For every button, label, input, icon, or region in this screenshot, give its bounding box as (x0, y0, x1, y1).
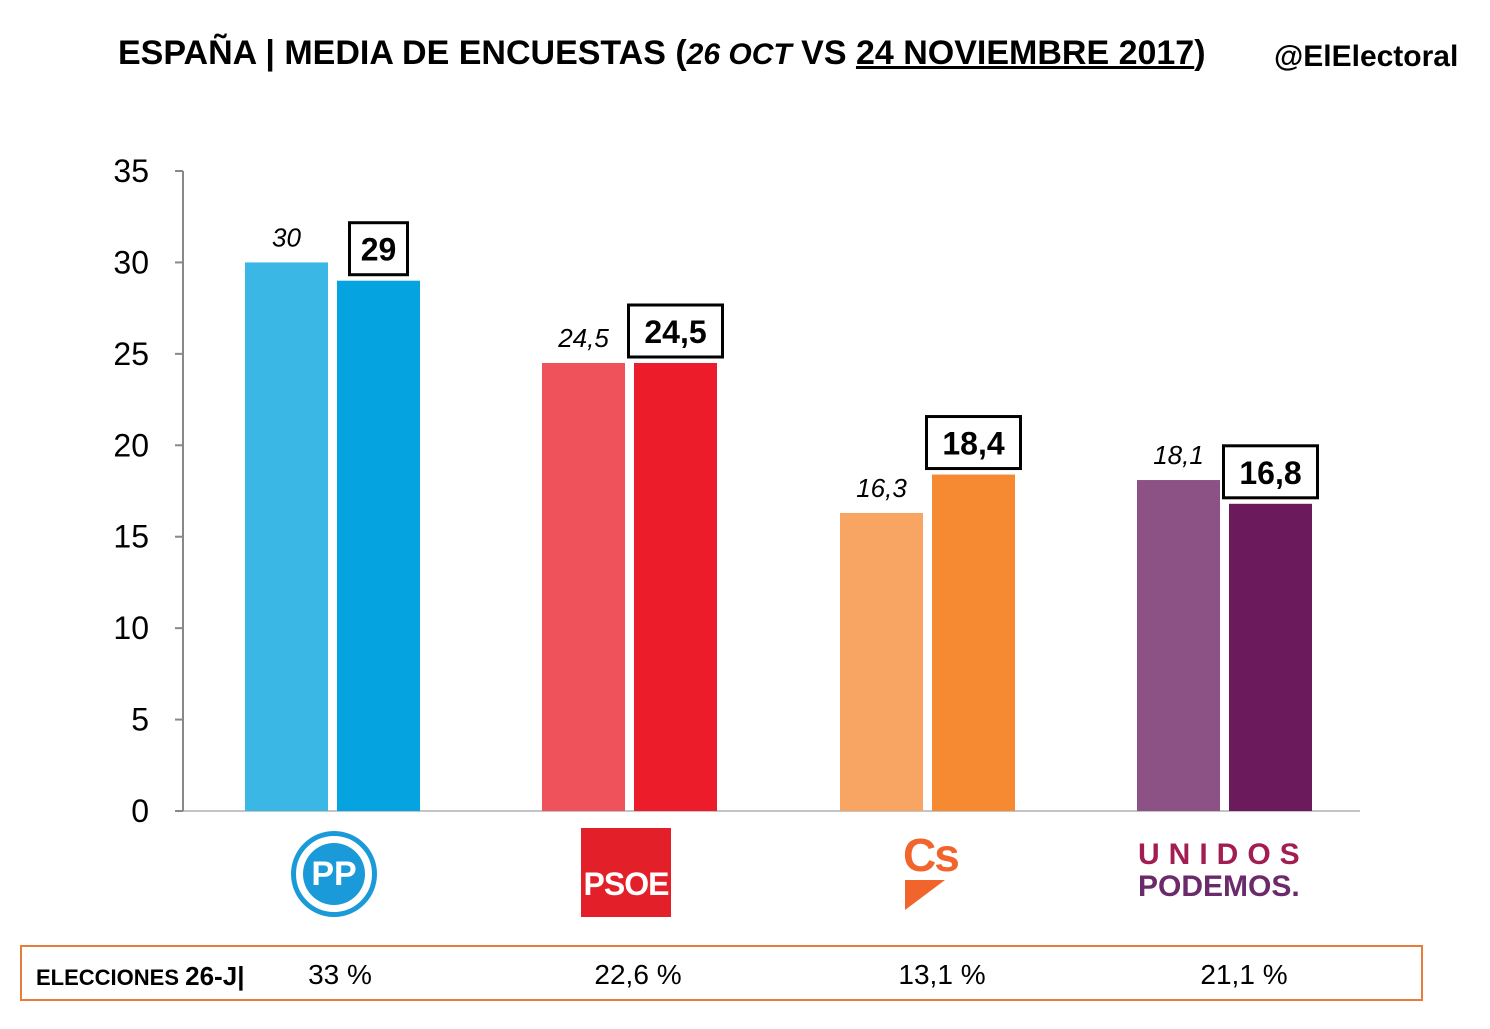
y-tick-label: 5 (131, 702, 149, 738)
cs-logo-text: Cs (903, 829, 960, 881)
result-cs: 13,1 % (898, 959, 986, 990)
pp-logo: PP (291, 831, 377, 917)
chart-title: ESPAÑA | MEDIA DE ENCUESTAS (26 OCT VS 2… (118, 34, 1206, 73)
bar-old-3 (1137, 480, 1220, 811)
title-date-new: 24 NOVIEMBRE 2017 (855, 34, 1195, 72)
y-tick-label: 35 (113, 153, 149, 189)
psoe-logo: PSOE (581, 828, 671, 917)
result-pp: 33 % (308, 959, 372, 990)
bar-old-0 (245, 262, 328, 811)
up-logo-bottom: PODEMOS. (1138, 870, 1300, 903)
data-label-new-3: 16,8 (1239, 455, 1301, 491)
data-label-box-new-3 (1222, 444, 1319, 500)
result-psoe: 22,6 % (594, 959, 682, 990)
cs-logo-shape (905, 880, 945, 910)
y-tick-label: 10 (113, 610, 149, 646)
data-label-box-new-1 (627, 303, 724, 359)
bar-old-2 (840, 512, 923, 811)
title-vs: VS (791, 34, 856, 72)
data-label-old-1: 24,5 (557, 323, 609, 353)
data-label-old-0: 30 (272, 222, 301, 252)
data-label-new-2: 18,4 (942, 426, 1004, 462)
unidos-podemos-logo: UNIDOS PODEMOS. (1138, 838, 1338, 908)
pp-logo-text: PP (303, 843, 365, 905)
bar-new-2 (932, 474, 1015, 811)
data-label-new-1: 24,5 (644, 314, 706, 350)
bar-new-0 (337, 280, 420, 811)
result-up: 21,1 % (1200, 959, 1288, 990)
bar-new-1 (634, 363, 717, 811)
title-date-old: 26 OCT (686, 38, 792, 71)
y-tick-label: 20 (113, 427, 149, 463)
bar-old-1 (542, 363, 625, 811)
y-tick-label: 15 (113, 519, 149, 555)
y-tick-label: 25 (113, 336, 149, 372)
title-main: ESPAÑA | MEDIA DE ENCUESTAS ( (118, 34, 687, 72)
election-results-box: ELECCIONES 26-J| 33 % 22,6 % 13,1 % 21,1… (20, 945, 1423, 1001)
bar-new-3 (1229, 503, 1312, 811)
y-tick-label: 0 (131, 793, 149, 829)
data-label-old-2: 16,3 (856, 473, 907, 503)
results-label: ELECCIONES 26-J| (36, 961, 245, 991)
y-tick-label: 30 (113, 244, 149, 280)
author-handle: @ElElectoral (1274, 40, 1459, 73)
data-label-box-new-0 (348, 221, 409, 277)
data-label-box-new-2 (925, 415, 1022, 471)
cs-logo: Cs (903, 829, 973, 912)
data-label-old-3: 18,1 (1153, 440, 1204, 470)
bar-chart: 0 5 10 15 20 25 30 35 30 29 24,5 24,5 16,3 18,4 18,1 16… (113, 153, 1360, 829)
data-label-new-0: 29 (361, 232, 397, 268)
title-close: ) (1194, 34, 1206, 72)
up-logo-top: UNIDOS (1138, 838, 1309, 871)
